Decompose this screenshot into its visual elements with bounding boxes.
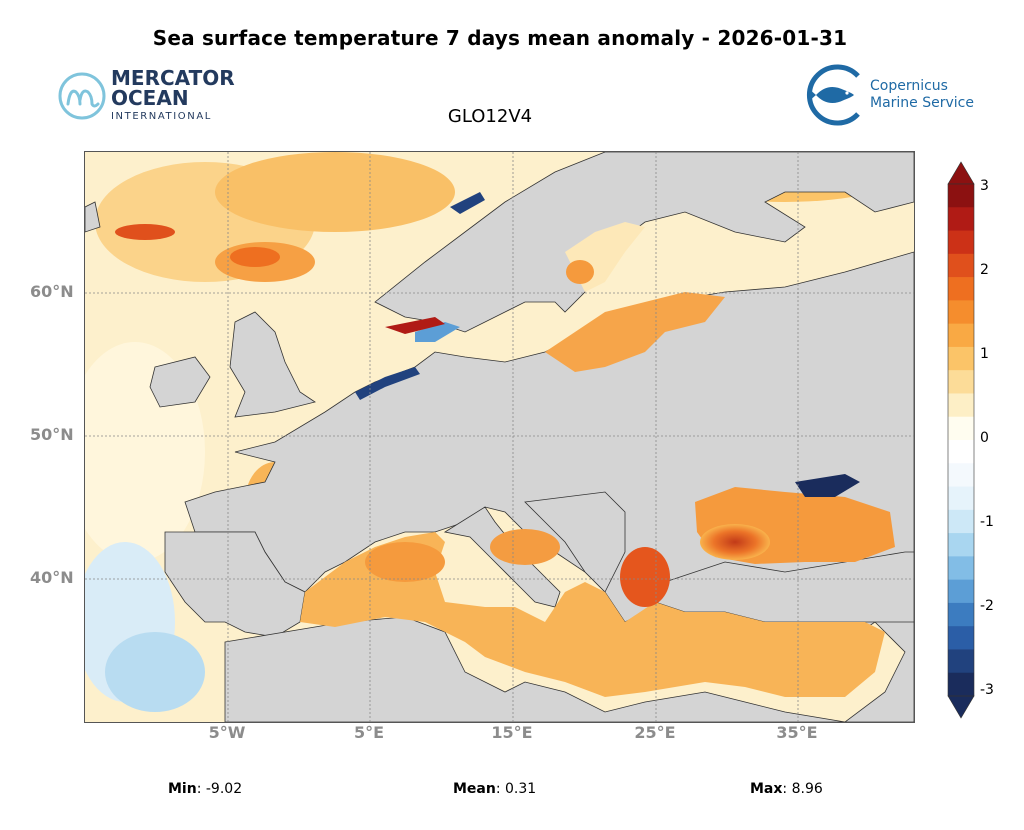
stat-max-value: 8.96 bbox=[791, 781, 823, 797]
colorbar-tick-neg2: -2 bbox=[980, 598, 994, 614]
colorbar-segment bbox=[948, 370, 974, 394]
mercator-ocean-icon bbox=[58, 72, 106, 120]
stat-max: Max: 8.96 bbox=[750, 781, 823, 797]
inland-seas bbox=[545, 222, 895, 564]
lon-label-5w: 5°W bbox=[208, 723, 246, 742]
model-label: GLO12V4 bbox=[447, 106, 533, 127]
colorbar-segment bbox=[948, 649, 974, 674]
colorbar-segment bbox=[948, 346, 974, 371]
copernicus-marine-logo: Copernicus Marine Service bbox=[800, 62, 980, 128]
stat-min: Min: -9.02 bbox=[168, 781, 243, 797]
colorbar-frame bbox=[947, 183, 975, 697]
mercator-ocean-logo: MERCATOR OCEAN INTERNATIONAL bbox=[56, 68, 256, 124]
lat-label-60n: 60°N bbox=[30, 282, 74, 301]
map-canvas bbox=[85, 152, 914, 722]
mercator-line3: INTERNATIONAL bbox=[111, 111, 212, 122]
colorbar-segment bbox=[948, 184, 974, 208]
colorbar-segment bbox=[948, 253, 974, 278]
colorbar-segment bbox=[948, 300, 974, 325]
colorbar-segment bbox=[948, 207, 974, 232]
colorbar-segment bbox=[948, 626, 974, 650]
colorbar-min-arrow bbox=[947, 695, 975, 719]
copernicus-fish-icon bbox=[807, 64, 860, 126]
map-title: Sea surface temperature 7 days mean anom… bbox=[152, 26, 848, 50]
colorbar-segment bbox=[948, 393, 974, 418]
stat-mean: Mean: 0.31 bbox=[453, 781, 537, 797]
colorbar-segment bbox=[948, 323, 974, 348]
colorbar-tick-2: 2 bbox=[980, 262, 989, 278]
mediterranean-anomaly bbox=[300, 529, 885, 697]
lon-label-5e: 5°E bbox=[353, 723, 385, 742]
colorbar-segment bbox=[948, 509, 974, 534]
stat-mean-label: Mean bbox=[453, 781, 496, 797]
land-masses bbox=[85, 152, 914, 722]
colorbar-segment bbox=[948, 602, 974, 627]
colorbar-segment bbox=[948, 230, 974, 255]
stat-max-label: Max bbox=[750, 781, 783, 797]
lon-label-35e: 35°E bbox=[776, 723, 818, 742]
cold-anomalies bbox=[355, 192, 485, 400]
colorbar-segment bbox=[948, 579, 974, 604]
mercator-line2: OCEAN bbox=[111, 86, 189, 110]
copernicus-line1: Copernicus bbox=[870, 78, 948, 94]
colorbar-segment bbox=[948, 277, 974, 301]
anomaly-map bbox=[84, 151, 915, 723]
lat-label-40n: 40°N bbox=[30, 568, 74, 587]
mercator-line1: MERCATOR bbox=[111, 66, 235, 90]
colorbar-tick-0: 0 bbox=[980, 430, 989, 446]
colorbar bbox=[947, 161, 975, 719]
lon-label-25e: 25°E bbox=[634, 723, 676, 742]
colorbar-segment bbox=[948, 672, 974, 697]
colorbar-tick-3: 3 bbox=[980, 178, 989, 194]
colorbar-tick-1: 1 bbox=[980, 346, 989, 362]
colorbar-tick-neg1: -1 bbox=[980, 514, 994, 530]
colorbar-segment bbox=[948, 463, 974, 488]
colorbar-max-arrow bbox=[947, 161, 975, 185]
colorbar-segment bbox=[948, 440, 974, 464]
copernicus-line2: Marine Service bbox=[870, 95, 974, 111]
stat-min-label: Min bbox=[168, 781, 197, 797]
colorbar-segment bbox=[948, 556, 974, 581]
lat-label-50n: 50°N bbox=[30, 425, 74, 444]
lon-label-15e: 15°E bbox=[491, 723, 533, 742]
stat-min-value: -9.02 bbox=[205, 781, 243, 797]
colorbar-segment bbox=[948, 533, 974, 557]
colorbar-tick-neg3: -3 bbox=[980, 682, 994, 698]
colorbar-segment bbox=[948, 486, 974, 511]
colorbar-segment bbox=[948, 416, 974, 441]
stat-mean-value: 0.31 bbox=[505, 781, 537, 797]
graticule bbox=[85, 152, 914, 722]
